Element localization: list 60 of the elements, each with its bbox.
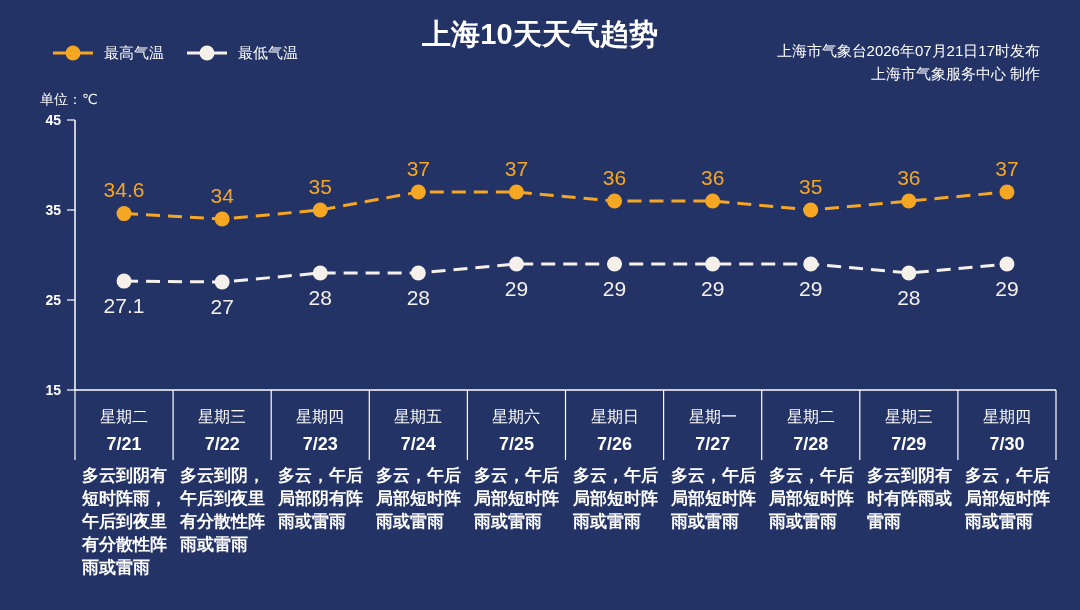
y-tick-label: 35 (45, 201, 62, 218)
text: 上海市气象服务中心 制作 (869, 64, 1040, 84)
data-label: 29 (700, 276, 725, 300)
chart-title: 上海10天天气趋势 (422, 18, 658, 50)
point (607, 193, 623, 209)
legend-label: 最高气温 (104, 43, 164, 63)
data-label: 29 (504, 276, 529, 300)
point (508, 256, 524, 272)
text: 上海市气象台2026年07月21日17时发布 (776, 41, 1040, 61)
point (901, 265, 917, 281)
data-label: 29 (602, 276, 627, 300)
y-tick-label: 15 (45, 381, 62, 398)
point (410, 184, 426, 200)
point (312, 265, 328, 281)
data-label: 34 (210, 183, 235, 207)
legend-label: 最低气温 (238, 43, 298, 63)
data-label: 27 (210, 294, 234, 318)
point (705, 193, 721, 209)
data-label: 37 (995, 156, 1019, 180)
point (508, 184, 524, 200)
data-label: 29 (799, 276, 823, 300)
point (607, 256, 623, 272)
point (999, 184, 1015, 200)
data-label: 35 (799, 174, 823, 198)
point (705, 256, 721, 272)
y-axis-title: 单位：℃ (40, 91, 98, 109)
x-tick-label: 星期二 7/21 多云到阴有短时阵雨，午后到夜里有分散性阵雨或雷雨 (81, 408, 167, 577)
point (116, 273, 132, 289)
data-label: 29 (995, 276, 1019, 300)
y-tick-label: 45 (45, 111, 62, 128)
x-tick-label: 星期六 7/25 多云，午后局部短时阵雨或雷雨 (473, 408, 560, 531)
data-label: 28 (406, 285, 431, 309)
x-tick-label: 星期四 7/30 多云，午后局部短时阵雨或雷雨 (963, 408, 1050, 531)
point (803, 202, 819, 218)
point (214, 274, 230, 290)
point (901, 193, 917, 209)
point (214, 211, 230, 227)
point (116, 206, 132, 222)
data-label: 34.6 (103, 178, 145, 202)
point (312, 202, 328, 218)
point (410, 265, 426, 281)
data-label: 37 (504, 156, 529, 180)
data-label: 36 (897, 165, 921, 189)
point (999, 256, 1015, 272)
data-label: 36 (700, 165, 725, 189)
x-tick-label: 星期二 7/28 多云，午后局部短时阵雨或雷雨 (767, 408, 854, 531)
data-label: 36 (602, 165, 627, 189)
data-label: 35 (308, 174, 332, 198)
point (803, 256, 819, 272)
x-tick-label: 星期三 7/29 多云到阴有时有阵雨或雷雨 (866, 408, 952, 531)
x-tick-label: 星期四 7/23 多云，午后局部阴有阵雨或雷雨 (277, 408, 364, 531)
x-tick-label: 星期五 7/24 多云，午后局部短时阵雨或雷雨 (375, 408, 462, 531)
x-tick-label: 星期日 7/26 多云，午后局部短时阵雨或雷雨 (571, 408, 658, 531)
y-tick-label: 25 (45, 291, 62, 308)
data-label: 28 (897, 285, 921, 309)
x-tick-label: 星期三 7/22 多云到阴，午后到夜里有分散性阵雨或雷雨 (179, 408, 266, 554)
data-label: 37 (406, 156, 431, 180)
data-label: 28 (308, 285, 332, 309)
x-tick-label: 星期一 7/27 多云，午后局部短时阵雨或雷雨 (669, 408, 756, 531)
data-label: 27.1 (103, 293, 145, 317)
